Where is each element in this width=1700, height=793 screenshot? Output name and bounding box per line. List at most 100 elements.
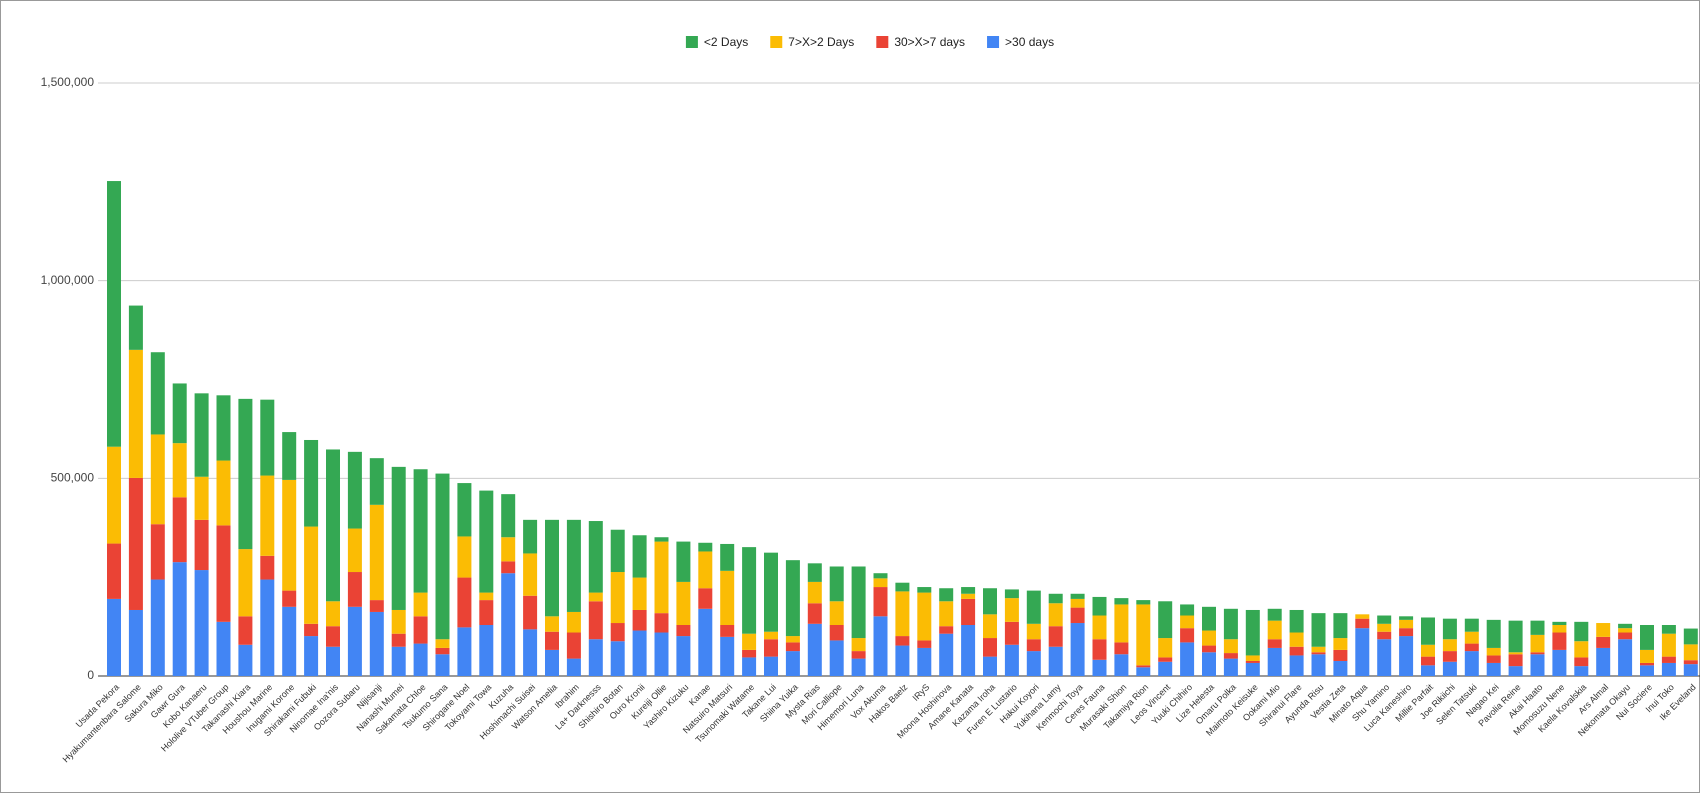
bar-segment [1530, 620, 1545, 635]
bar-segment [807, 623, 822, 676]
bar-segment [260, 475, 275, 556]
bar-segment [785, 651, 800, 676]
bar-segment [742, 633, 757, 650]
bar-segment [1245, 660, 1260, 663]
bar-segment [1267, 639, 1282, 648]
bar-segment [1311, 652, 1326, 655]
bar-segment [851, 658, 866, 676]
bar-segment [457, 627, 472, 676]
bar-segment [1223, 653, 1238, 659]
bar-segment [347, 451, 362, 529]
y-tick-label: 0 [87, 668, 94, 682]
legend-label: 7>X>2 Days [788, 35, 854, 49]
bar-segment [610, 572, 625, 624]
bar-segment [851, 638, 866, 652]
bar-segment [413, 643, 428, 676]
bar-segment [742, 547, 757, 634]
y-tick-label: 500,000 [51, 471, 95, 485]
bar-segment [1683, 664, 1698, 676]
bar-segment [172, 497, 187, 563]
bar-segment [961, 593, 976, 599]
bar-segment [1442, 639, 1457, 652]
bar-segment [194, 393, 209, 477]
bar-segment [1289, 609, 1304, 633]
bar-segment [1618, 628, 1633, 633]
bar-segment [983, 656, 997, 676]
bar-segment [238, 549, 253, 617]
bar-segment [1574, 666, 1589, 676]
bar-segment [785, 636, 800, 643]
bar-segment [917, 587, 932, 593]
bar-segment [369, 600, 384, 612]
bar-segment [1136, 667, 1151, 676]
bar-segment [501, 573, 516, 676]
bar-segment [172, 383, 187, 444]
bar-segment [479, 490, 494, 593]
bar-segment [632, 577, 647, 610]
bar-segment [1070, 623, 1085, 676]
bar-segment [1508, 620, 1523, 653]
bar-segment [216, 621, 231, 676]
bar-segment [1377, 631, 1392, 640]
bar-segment [698, 542, 713, 552]
bar-segment [1092, 596, 1107, 616]
bar-segment [1399, 636, 1414, 676]
bar-segment [1464, 631, 1479, 644]
bar-segment [501, 561, 516, 574]
bar-segment [917, 647, 932, 676]
bar-segment [238, 616, 253, 645]
bar-segment [1114, 654, 1129, 676]
bar-segment [1311, 613, 1326, 647]
bar-segment [1136, 665, 1151, 668]
bar-segment [216, 525, 231, 622]
bar-segment [479, 625, 494, 676]
bar-segment [1114, 598, 1129, 605]
legend-swatch [685, 36, 698, 48]
bar-segment [698, 551, 713, 589]
bar-segment [545, 631, 559, 650]
bar-segment [720, 543, 735, 571]
bar-segment [873, 573, 888, 579]
bar-segment [1158, 657, 1173, 662]
bar-segment [260, 399, 275, 476]
bar-segment [1640, 625, 1654, 650]
bar-segment [676, 625, 691, 637]
bar-segment [1070, 598, 1085, 608]
bar-segment [435, 639, 450, 648]
bar-segment [523, 629, 538, 676]
bar-segment [1048, 603, 1063, 627]
bar-segment [1333, 660, 1348, 676]
bar-segment [1026, 623, 1041, 640]
bar-segment [829, 625, 844, 641]
bar-segment [676, 581, 691, 626]
bar-segment [391, 633, 406, 647]
bar-segment [1377, 639, 1392, 676]
bar-segment [216, 460, 231, 526]
bar-segment [873, 578, 888, 588]
bar-segment [1004, 598, 1019, 622]
bar-segment [676, 636, 691, 676]
bar-segment [1202, 652, 1216, 676]
bar-segment [304, 623, 319, 637]
bar-segment [1596, 636, 1611, 648]
bar-segment [917, 592, 932, 641]
bar-segment [501, 494, 516, 538]
bar-segment [1421, 617, 1435, 645]
bar-segment [107, 181, 121, 447]
bar-segment [1618, 639, 1633, 676]
bar-segment [917, 640, 932, 648]
bar-segment [1552, 649, 1567, 676]
bar-segment [1333, 613, 1348, 639]
bar-segment [610, 529, 625, 573]
bar-segment [1004, 589, 1019, 599]
bar-segment [1464, 643, 1479, 652]
bar-segment [391, 646, 406, 676]
bar-segment [1267, 620, 1282, 640]
bar-segment [742, 657, 757, 676]
bar-segment [523, 519, 538, 554]
bar-segment [1180, 628, 1195, 643]
bar-segment [545, 649, 559, 676]
bar-segment [194, 519, 209, 571]
bar-segment [326, 449, 340, 602]
